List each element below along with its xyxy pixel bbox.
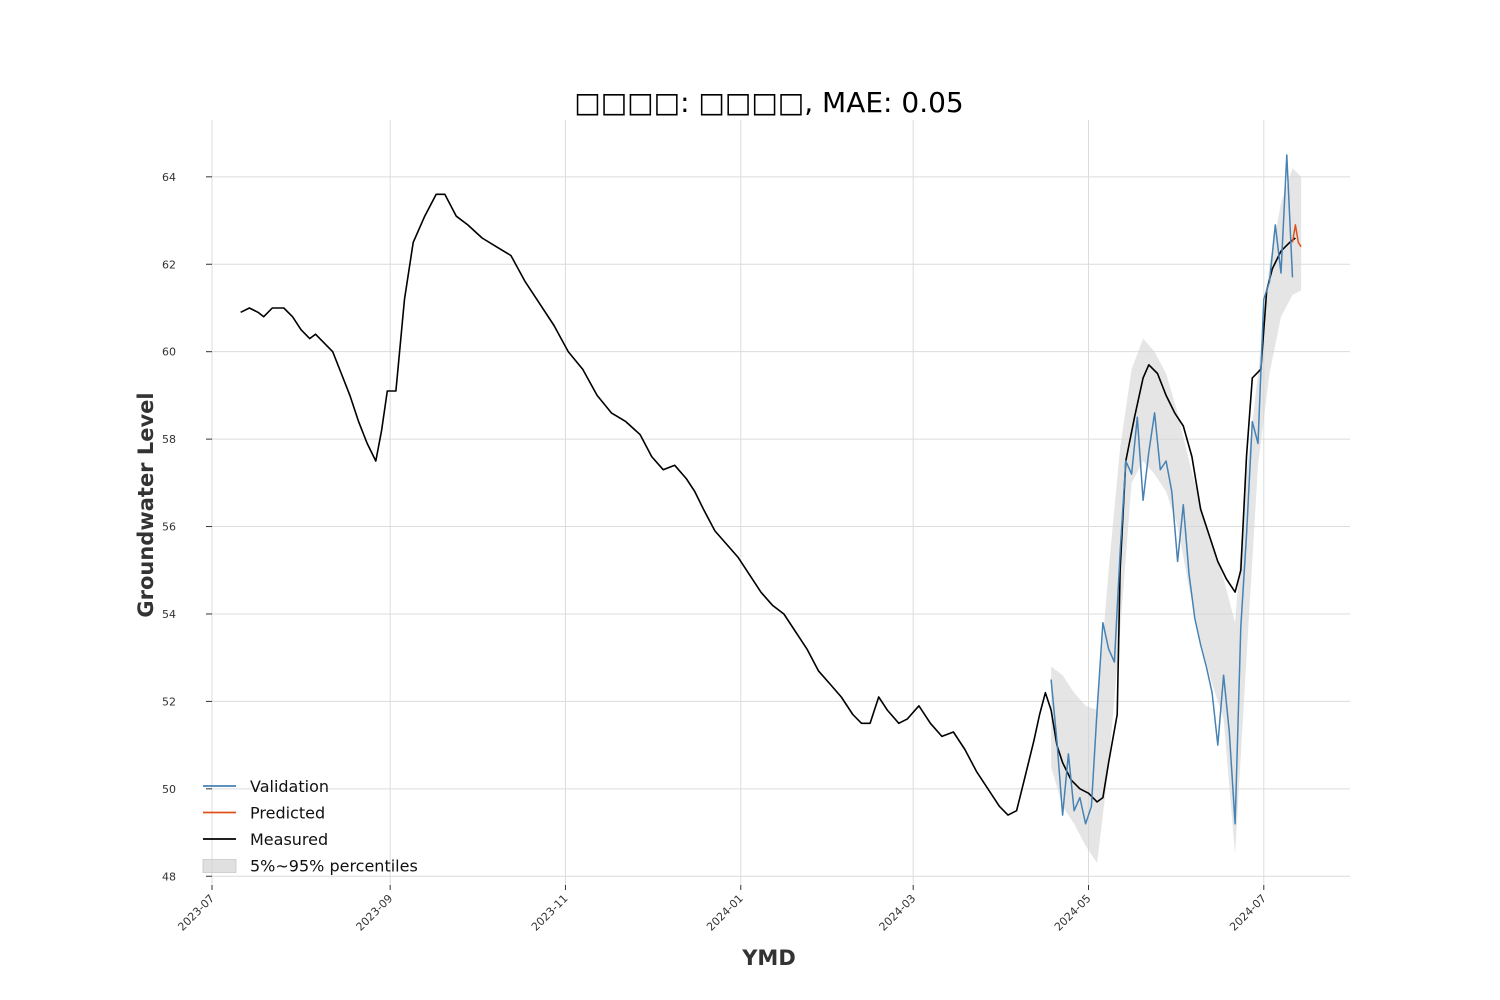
y-tick-label: 50 [162,783,176,796]
y-tick-label: 58 [162,433,176,446]
x-axis-label: YMD [741,946,796,970]
x-tick-label: 2024-03 [877,892,919,934]
series-line-validation [1050,154,1294,825]
y-tick-label: 54 [162,608,176,621]
series-line-measured [240,193,1296,816]
x-tick-label: 2024-01 [704,892,746,934]
y-tick-label: 64 [162,171,176,184]
y-tick-label: 56 [162,521,176,534]
legend: Validation Predicted Measured 5%~95% percen… [202,777,418,876]
series-lines [240,154,1302,825]
x-axis-ticks: 2023-07 2023-09 2023-11 2024-01 2024-03 2024-… [175,885,1269,934]
legend-label: Predicted [250,804,325,823]
x-tick-label: 2023-11 [529,892,571,934]
x-tick-label: 2023-07 [175,892,217,934]
x-tick-label: 2024-05 [1052,892,1094,934]
legend-label: Measured [250,830,328,849]
y-axis-ticks: 48 50 52 54 56 58 60 62 64 [162,171,212,883]
x-tick-label: 2024-07 [1227,892,1269,934]
legend-swatch-band [202,859,237,873]
legend-label: Validation [250,777,329,796]
y-axis-label: Groundwater Level [134,392,158,617]
y-tick-label: 62 [162,258,176,271]
chart-title: □□□□: □□□□, MAE: 0.05 [574,86,963,119]
y-tick-label: 48 [162,870,176,883]
series-line-predicted [1291,224,1302,248]
y-tick-label: 60 [162,346,176,359]
y-tick-label: 52 [162,695,176,708]
x-tick-label: 2023-09 [354,892,396,934]
legend-label: 5%~95% percentiles [250,857,418,876]
